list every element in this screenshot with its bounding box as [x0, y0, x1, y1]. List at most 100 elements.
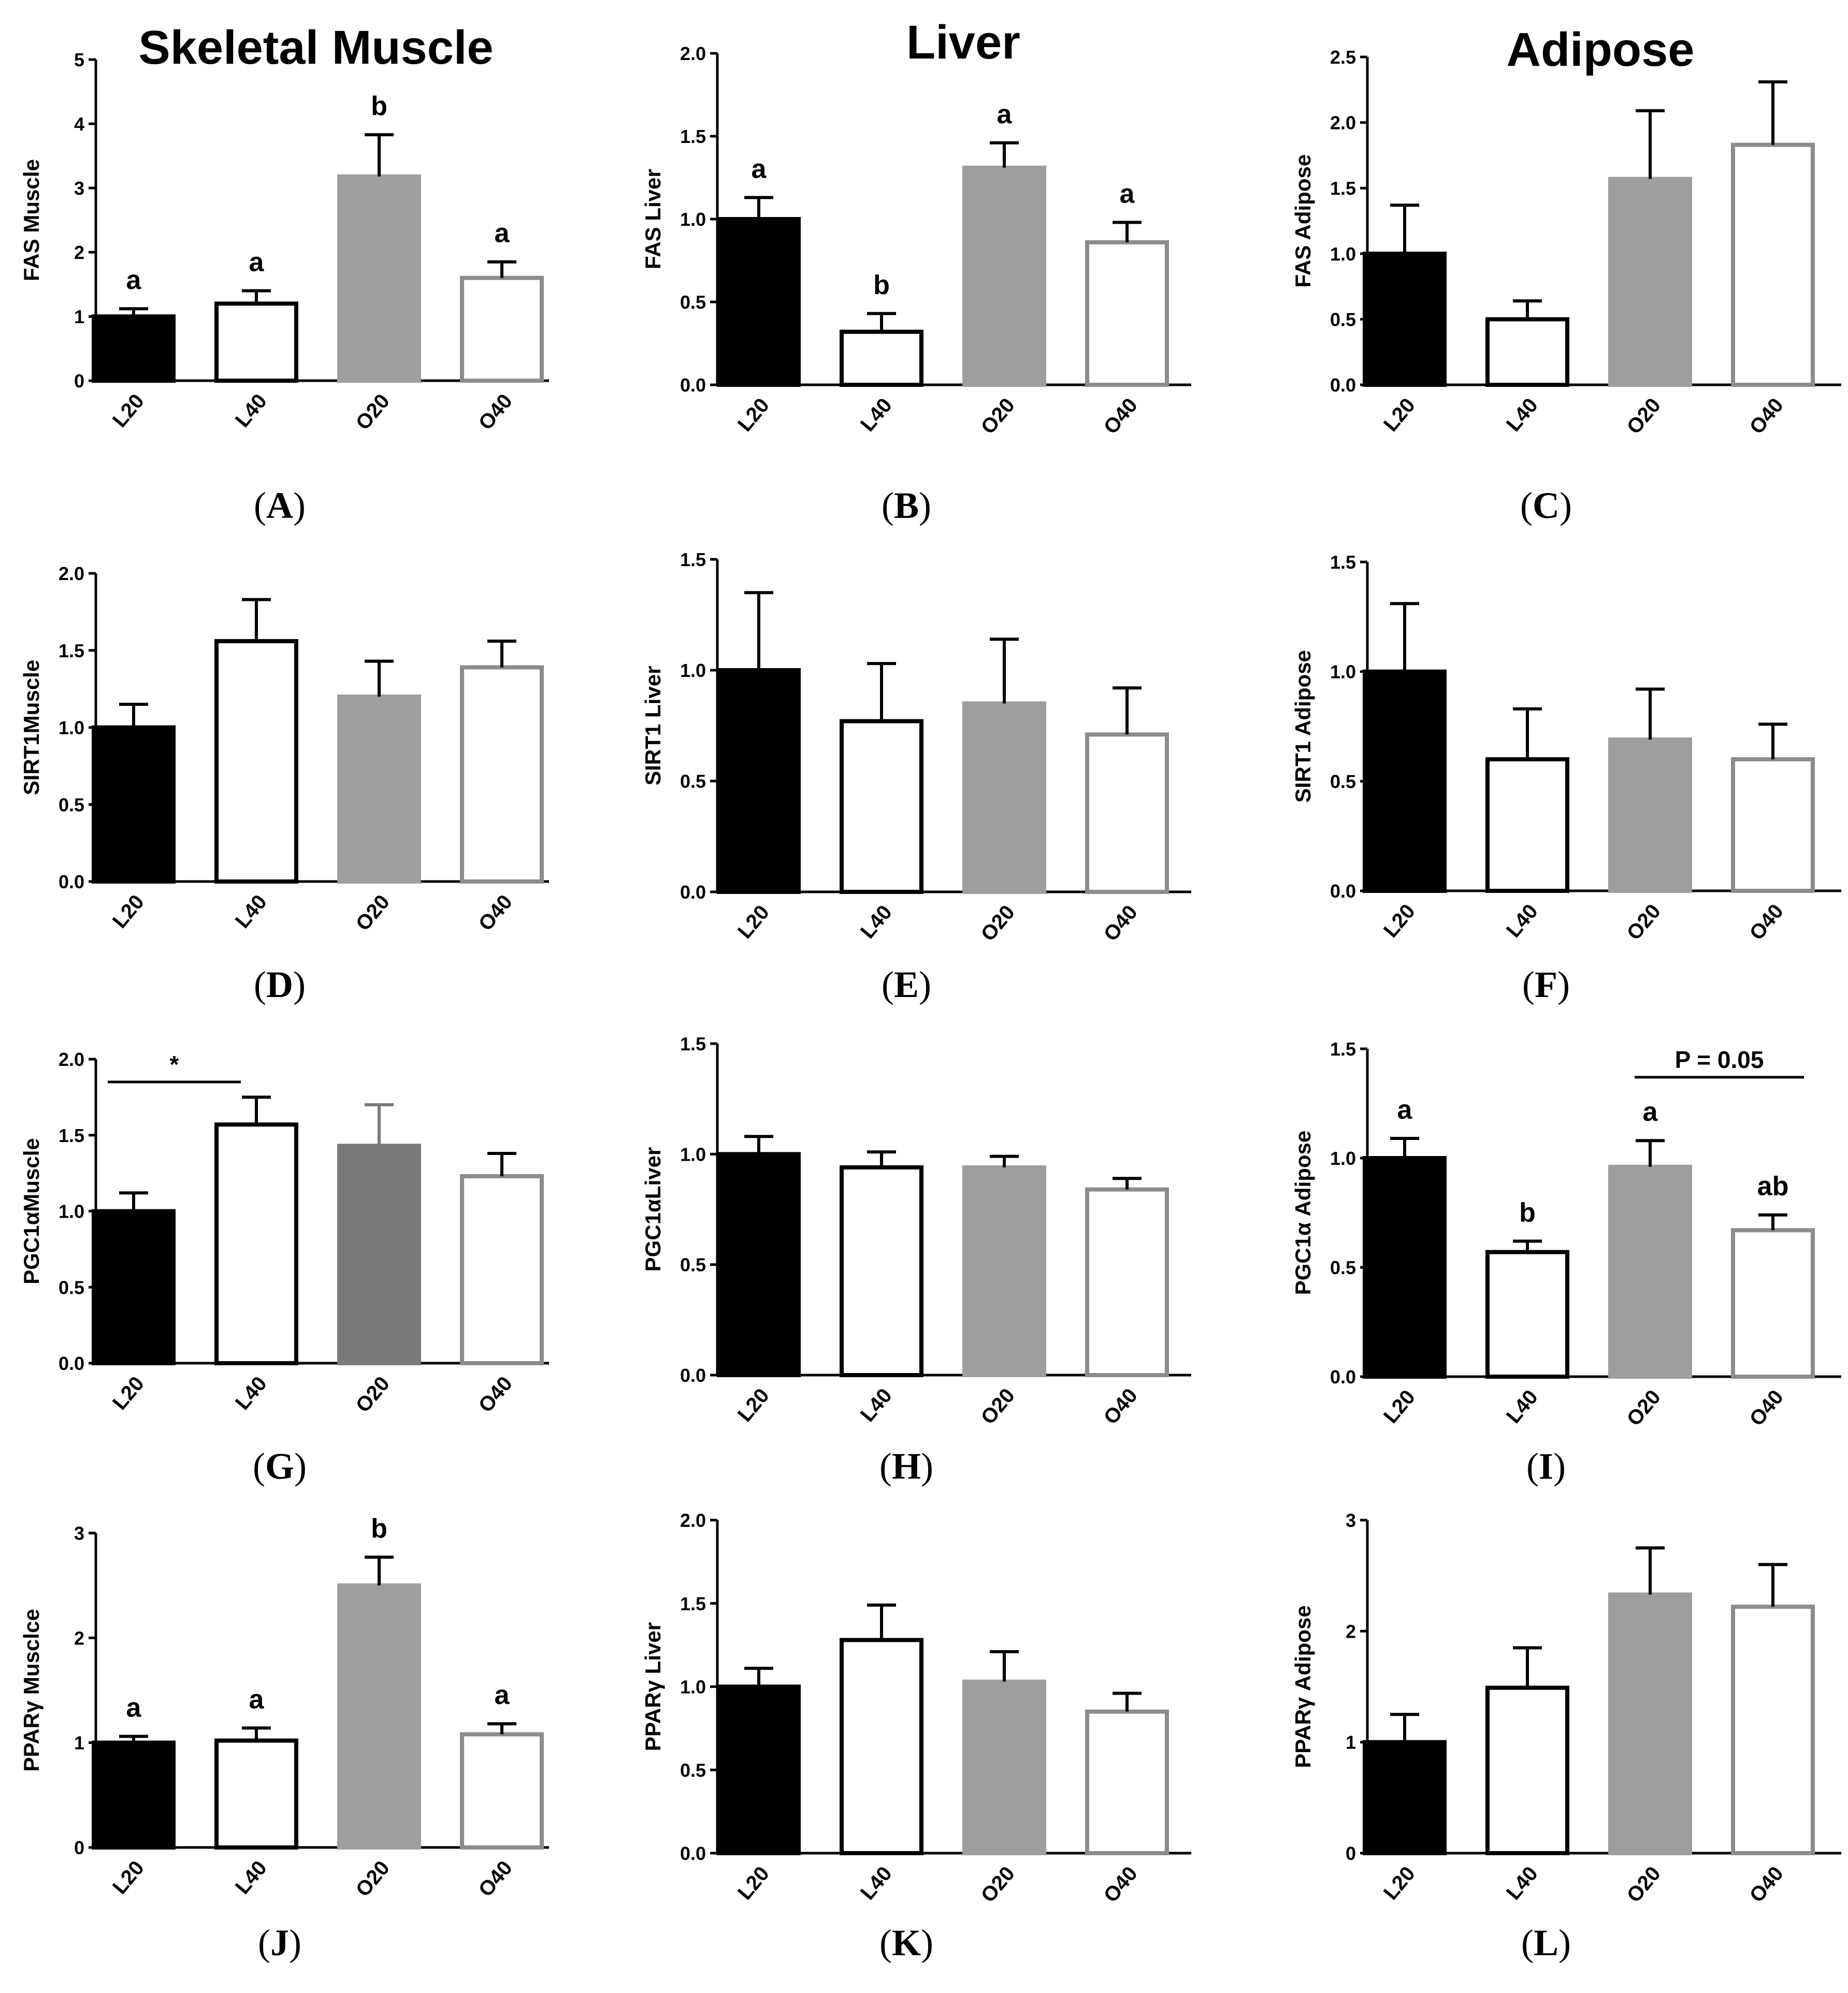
y-tick-label: 1.0 [1330, 243, 1356, 265]
bar-l20 [717, 1684, 801, 1855]
y-tick-label: 0.5 [59, 794, 84, 815]
y-axis-label: PGC1α Adipose [1291, 1131, 1315, 1295]
bar-l20 [717, 1152, 801, 1377]
panel-f: 0.0 0.5 1.0 1.5 SIRT1 Adipose L20 L40 O20 O40 (F) [1291, 552, 1841, 1005]
panel-label: (H) [879, 1446, 933, 1487]
y-tick-label: 0.0 [59, 1353, 84, 1374]
y-tick-label: 0.0 [1330, 880, 1356, 902]
panel-e: 0.0 0.5 1.0 1.5 SIRT1 Liver L20 L40 O20 O40 (E) [641, 549, 1191, 1005]
x-tick-label: L40 [231, 891, 271, 933]
y-tick-label: 2 [74, 242, 84, 263]
significance-label: a [997, 99, 1013, 129]
bar-o40 [460, 276, 544, 383]
y-tick-label: 1.5 [680, 126, 706, 147]
x-tick-label: O40 [474, 1373, 517, 1417]
panel-j: 0 1 2 3 PPARγ Musclce a L20 a L40 b O20 a O40 (J) [19, 1514, 549, 1963]
bar-o20 [962, 701, 1046, 894]
y-tick-label: 0.5 [1330, 1257, 1356, 1278]
panel-a: 0 1 2 3 4 5 FAS Muscle a L20 a L40 b O20 a O40 (A) [19, 49, 549, 526]
y-tick-label: 0.5 [1330, 771, 1356, 792]
x-tick-label: L40 [231, 1373, 271, 1414]
panel-label: (A) [254, 485, 306, 526]
y-tick-label: 0.5 [680, 292, 706, 313]
x-tick-label: L20 [733, 394, 774, 436]
y-tick-label: 3 [1346, 1510, 1356, 1531]
bar-l20 [92, 1740, 176, 1850]
x-tick-label: L40 [856, 1862, 897, 1904]
x-tick-label: L40 [856, 394, 897, 436]
x-tick-label: L40 [856, 901, 897, 943]
significance-label: b [371, 1514, 387, 1544]
bar-l40 [214, 1738, 298, 1850]
bar-l20 [92, 725, 176, 884]
column-title-liver: Liver [906, 16, 1020, 69]
y-tick-label: 3 [74, 1523, 84, 1544]
y-tick-label: 1 [74, 306, 84, 327]
x-tick-label: O40 [1100, 394, 1142, 439]
y-tick-label: 0 [74, 370, 84, 392]
bar-l20 [92, 1209, 176, 1365]
y-tick-label: 2.0 [1330, 112, 1356, 134]
panel-h: 0.0 0.5 1.0 1.5 PGC1αLiver L20 L40 O20 O40 (H) [641, 1033, 1191, 1487]
bar-o40 [460, 1174, 544, 1366]
panel-label: (F) [1522, 964, 1570, 1005]
y-tick-label: 1.5 [1330, 1038, 1356, 1060]
panel-label: (D) [254, 964, 306, 1005]
bar-o20 [962, 165, 1046, 387]
panel-b: 0.0 0.5 1.0 1.5 2.0 FAS Liver a L20 b L40 a O20 a O40… [641, 43, 1191, 526]
y-axis-label: SIRT1 Adipose [1291, 650, 1315, 803]
bar-l40 [214, 301, 298, 383]
y-tick-label: 2 [1346, 1621, 1356, 1642]
bar-l40 [840, 719, 923, 894]
x-tick-label: L40 [1502, 900, 1542, 942]
y-tick-label: 0.0 [1330, 1366, 1356, 1388]
y-tick-label: 1 [74, 1732, 84, 1754]
x-tick-label: O20 [977, 394, 1019, 439]
x-tick-label: O40 [1745, 394, 1788, 439]
bar-l40 [1485, 1685, 1569, 1855]
x-tick-label: L40 [231, 1857, 271, 1899]
panel-l: 0 1 2 3 PPARγ Adipose L20 L40 O20 O40 (L) [1291, 1510, 1841, 1963]
y-tick-label: 0.5 [59, 1277, 84, 1298]
bar-o40 [1731, 1605, 1815, 1855]
panel-label: (I) [1526, 1446, 1566, 1487]
panel-i: 0.0 0.5 1.0 1.5 PGC1α Adipose a L20 b L40 a O20 ab O… [1291, 1038, 1841, 1487]
panel-label: (G) [253, 1446, 307, 1487]
y-tick-label: 1 [1346, 1732, 1356, 1753]
x-tick-label: L40 [1502, 1386, 1542, 1428]
x-tick-label: O40 [1100, 1384, 1142, 1429]
x-tick-label: O40 [1745, 1862, 1788, 1907]
panel-label: (L) [1521, 1922, 1571, 1963]
significance-label: b [1519, 1197, 1536, 1227]
y-tick-label: 2.0 [680, 43, 706, 64]
panel-label: (K) [879, 1922, 933, 1963]
bar-o40 [460, 665, 544, 884]
x-tick-label: O40 [474, 891, 517, 935]
panel-label: (B) [882, 485, 931, 526]
bar-o20 [1608, 737, 1692, 893]
significance-label: b [873, 270, 890, 300]
x-tick-label: L20 [1379, 1386, 1420, 1428]
y-tick-label: 1.0 [680, 209, 706, 230]
significance-label: a [495, 219, 510, 249]
significance-label: a [249, 1684, 265, 1714]
y-axis-label: FAS Adipose [1291, 154, 1315, 287]
y-tick-label: 0 [74, 1837, 84, 1858]
y-tick-label: 0.5 [680, 771, 706, 792]
significance-label: a [495, 1680, 510, 1710]
x-tick-label: L40 [231, 390, 271, 432]
bar-l40 [840, 1165, 923, 1378]
y-axis-label: PPARγ Liver [641, 1622, 665, 1751]
y-axis-label: PGC1αLiver [641, 1147, 665, 1272]
x-tick-label: O40 [1745, 1386, 1788, 1431]
bar-o40 [1085, 1187, 1169, 1378]
bar-l20 [717, 668, 801, 894]
bar-l20 [717, 217, 801, 387]
x-tick-label: L40 [1502, 394, 1542, 436]
y-tick-label: 4 [74, 113, 84, 135]
x-tick-label: L20 [1379, 394, 1420, 436]
bar-o20 [962, 1165, 1046, 1378]
bar-o40 [1731, 1228, 1815, 1379]
y-tick-label: 1.0 [59, 717, 84, 739]
y-tick-label: 3 [74, 178, 84, 199]
